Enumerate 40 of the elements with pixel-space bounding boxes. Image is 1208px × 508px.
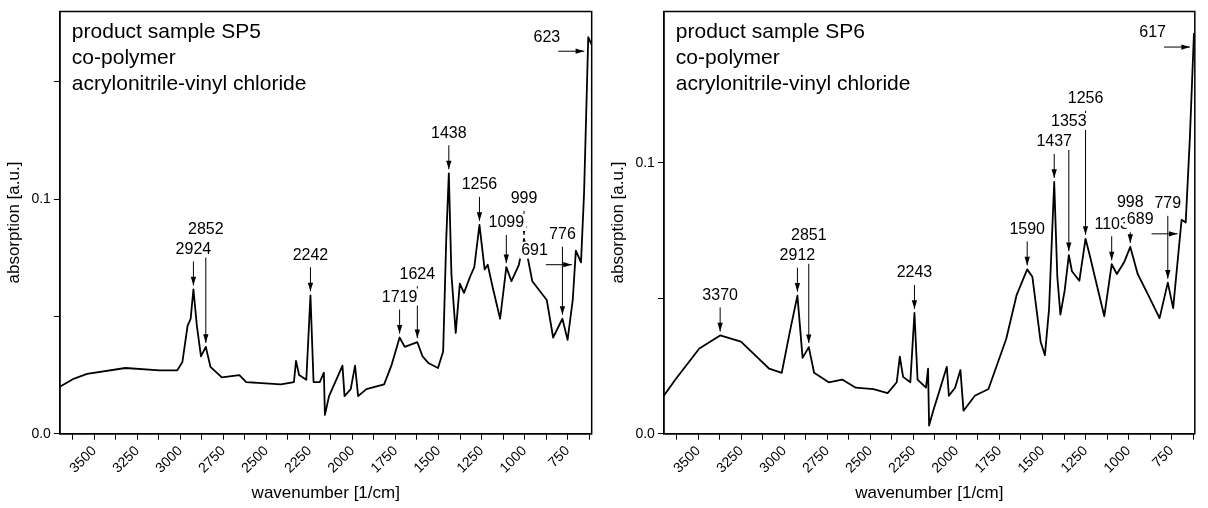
annotation: 2851 xyxy=(790,226,827,244)
annotation: 1438 xyxy=(431,123,467,141)
annotation: 998 xyxy=(1116,193,1144,211)
annotation: acrylonitrile-vinyl chloride xyxy=(71,70,307,94)
annotation: 2242 xyxy=(292,245,329,263)
y-axis-title: absorption [a.u.] xyxy=(607,161,627,284)
annotation: 776 xyxy=(549,225,576,243)
annotation: product sample SP6 xyxy=(675,18,865,42)
annotation: 2924 xyxy=(175,239,212,257)
x-tick-label: 750 xyxy=(1148,442,1177,471)
annotation: 3370 xyxy=(702,285,739,303)
annotation: acrylonitrile-vinyl chloride xyxy=(675,70,911,94)
annotation: 1719 xyxy=(381,287,418,305)
annotation: 2243 xyxy=(896,263,933,281)
annotation: 623 xyxy=(533,27,561,45)
annotation: 1590 xyxy=(1009,219,1046,237)
annotation: 1437 xyxy=(1036,132,1073,150)
annotation: 1256 xyxy=(1067,89,1104,107)
y-axis-title: absorption [a.u.] xyxy=(3,161,23,284)
annotation: 1099 xyxy=(488,213,525,231)
y-tick-label: 0.0 xyxy=(635,424,656,441)
annotation: 689 xyxy=(1126,210,1154,228)
annotation: 617 xyxy=(1139,23,1167,41)
annotation: 779 xyxy=(1154,194,1182,212)
annotation: co-polymer xyxy=(71,44,176,68)
y-tick-label: 0.1 xyxy=(31,189,52,206)
x-axis-title: wavenumber [1/cm] xyxy=(250,483,400,503)
annotation: product sample SP5 xyxy=(71,18,261,42)
y-tick-label: 0.1 xyxy=(635,153,656,170)
y-tick-label: 0.0 xyxy=(31,424,52,441)
x-axis-title: wavenumber [1/cm] xyxy=(854,483,1004,503)
annotation: 1256 xyxy=(461,175,498,193)
x-tick-label: 750 xyxy=(544,442,573,471)
annotation: 1353 xyxy=(1051,112,1087,130)
annotation: 1624 xyxy=(399,264,436,282)
annotation: 2852 xyxy=(188,219,224,237)
annotation: 2912 xyxy=(779,246,816,264)
annotation: 691 xyxy=(521,241,548,259)
annotation: co-polymer xyxy=(675,44,780,68)
annotation: 999 xyxy=(510,189,538,207)
